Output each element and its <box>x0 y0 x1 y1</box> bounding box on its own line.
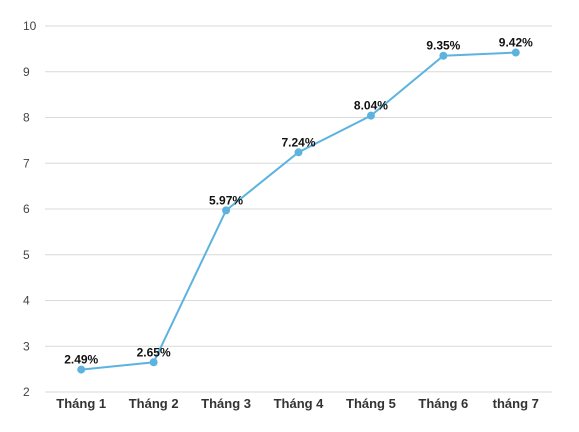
y-tick-label: 5 <box>23 248 30 262</box>
series-line-layer <box>81 51 516 371</box>
data-point <box>294 148 303 157</box>
y-axis-tick-labels: 2 3 4 5 6 7 8 9 10 <box>23 19 37 399</box>
data-point <box>222 206 231 215</box>
data-point <box>511 48 520 57</box>
y-tick-label: 9 <box>23 65 30 79</box>
x-tick-label: Tháng 4 <box>274 396 325 411</box>
data-labels: 2.49% 2.65% 5.97% 7.24% 8.04% 9.35% 9.42% <box>64 36 533 367</box>
x-tick-label: Tháng 3 <box>201 396 251 411</box>
x-tick-label: Tháng 5 <box>346 396 396 411</box>
data-point <box>77 365 86 374</box>
data-points <box>77 48 520 374</box>
x-tick-label: tháng 7 <box>493 396 539 411</box>
y-tick-label: 3 <box>23 339 30 353</box>
data-point <box>149 358 158 367</box>
data-label: 2.49% <box>64 353 98 367</box>
y-tick-label: 7 <box>23 156 30 170</box>
data-point <box>439 51 448 60</box>
y-tick-label: 6 <box>23 202 30 216</box>
gridlines <box>45 25 552 393</box>
series-line <box>81 51 516 371</box>
data-label: 5.97% <box>209 193 243 207</box>
data-label: 7.24% <box>281 135 315 149</box>
data-label: 9.42% <box>499 36 533 50</box>
x-tick-label: Tháng 2 <box>129 396 179 411</box>
x-axis-tick-labels: Tháng 1 Tháng 2 Tháng 3 Tháng 4 Tháng 5 Tháng… <box>56 396 539 411</box>
data-label: 9.35% <box>426 39 460 53</box>
y-tick-label: 4 <box>23 294 30 308</box>
x-tick-label: Tháng 6 <box>418 396 468 411</box>
data-point <box>366 111 375 120</box>
x-tick-label: Tháng 1 <box>56 396 106 411</box>
data-label: 8.04% <box>354 99 388 113</box>
y-tick-label: 2 <box>23 385 30 399</box>
data-label: 2.65% <box>137 345 171 359</box>
y-tick-label: 8 <box>23 111 30 125</box>
y-tick-label: 10 <box>23 19 37 33</box>
